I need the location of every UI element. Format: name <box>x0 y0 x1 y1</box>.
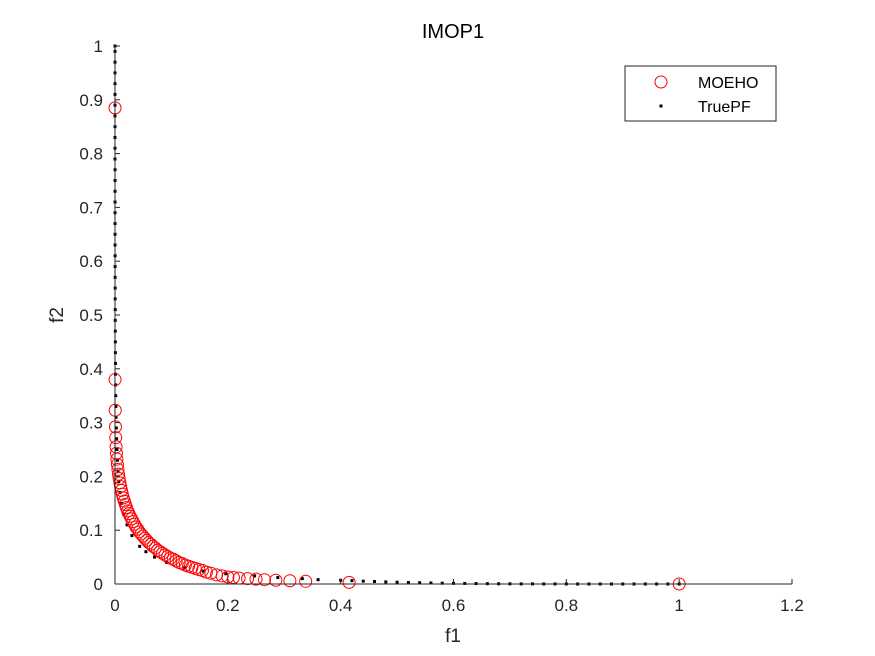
truepf-point <box>276 576 280 580</box>
moeho-point <box>269 573 283 587</box>
truepf-point <box>144 550 148 554</box>
truepf-point <box>316 578 320 582</box>
truepf-point <box>115 437 119 441</box>
truepf-point <box>429 581 433 585</box>
y-tick-label: 0.7 <box>79 198 103 217</box>
x-axis-label: f1 <box>445 626 461 647</box>
moeho-point <box>146 539 160 553</box>
truepf-point <box>138 544 142 548</box>
moeho-point <box>109 446 123 460</box>
moeho-point <box>249 572 263 586</box>
y-tick-label: 1 <box>94 37 103 56</box>
moeho-point <box>258 573 272 587</box>
legend: MOEHO TruePF <box>624 65 777 122</box>
x-tick-label: 0 <box>110 596 119 615</box>
legend-label-moeho: MOEHO <box>698 75 758 92</box>
y-tick-label: 0.2 <box>79 467 103 486</box>
moeho-point <box>131 522 145 536</box>
truepf-point <box>373 580 377 584</box>
moeho-point <box>169 554 183 568</box>
moeho-point <box>299 574 313 588</box>
y-tick-label: 0 <box>94 575 103 594</box>
moeho-point <box>199 565 213 579</box>
truepf-point <box>183 566 187 570</box>
truepf-point <box>361 579 365 583</box>
truepf-point <box>114 383 118 387</box>
truepf-point <box>224 572 228 576</box>
truepf-point <box>114 372 118 376</box>
truepf-point <box>384 580 388 584</box>
truepf-point <box>300 577 304 581</box>
legend-label-truepf: TruePF <box>698 99 751 116</box>
y-tick-label: 0.6 <box>79 252 103 271</box>
y-tick-label: 0.8 <box>79 145 103 164</box>
truepf-point <box>201 569 205 573</box>
y-axis-label: f2 <box>47 307 68 323</box>
x-tick-label: 0.4 <box>329 596 353 615</box>
moeho-point <box>109 431 123 445</box>
y-tick-label: 0.9 <box>79 91 103 110</box>
x-tick-label: 1 <box>674 596 683 615</box>
moeho-point <box>110 458 124 472</box>
x-tick-label: 0.8 <box>555 596 579 615</box>
moeho-point <box>175 557 189 571</box>
y-tick-label: 0.1 <box>79 521 103 540</box>
legend-box <box>624 65 777 122</box>
moeho-point <box>241 572 255 586</box>
truepf-point <box>350 579 354 583</box>
legend-marker-truepf <box>659 104 663 108</box>
x-tick-label: 0.2 <box>216 596 240 615</box>
truepf-point <box>125 523 129 527</box>
truepf-point <box>463 581 467 585</box>
truepf-point <box>115 458 119 462</box>
truepf-point <box>253 574 257 578</box>
truepf-point <box>117 480 121 484</box>
truepf-point <box>114 415 118 419</box>
truepf-point <box>130 534 134 538</box>
truepf-point <box>114 404 118 408</box>
moeho-point <box>112 467 126 481</box>
truepf-point <box>395 580 399 584</box>
chart-title: IMOP1 <box>422 21 484 43</box>
truepf-point <box>152 555 156 559</box>
moeho-point <box>342 575 356 589</box>
axes: 0 0.2 0.4 0.6 0.8 1 1.2 0 0.1 0.2 0.3 0.4 0.5 0.6 0.7… <box>79 37 803 615</box>
y-ticks: 0 0.1 0.2 0.3 0.4 0.5 0.6 0.7 0.8 0.9 1 <box>79 37 120 594</box>
truepf-point <box>114 426 118 430</box>
truepf-point <box>114 394 118 398</box>
moeho-point <box>111 462 125 476</box>
truepf-point <box>440 581 444 585</box>
moeho-point <box>142 536 156 550</box>
y-tick-label: 0.4 <box>79 360 103 379</box>
x-ticks: 0 0.2 0.4 0.6 0.8 1 1.2 <box>110 579 804 615</box>
moeho-point <box>283 574 297 588</box>
x-tick-label: 1.2 <box>780 596 804 615</box>
y-tick-label: 0.3 <box>79 414 103 433</box>
x-tick-label: 0.6 <box>442 596 466 615</box>
legend-marker-moeho <box>654 75 668 89</box>
truepf-point <box>115 448 119 451</box>
truepf-point <box>418 581 422 585</box>
y-tick-label: 0.5 <box>79 306 103 325</box>
moeho-point <box>110 452 124 466</box>
truepf-point <box>406 581 410 585</box>
truepf-point <box>122 512 126 516</box>
